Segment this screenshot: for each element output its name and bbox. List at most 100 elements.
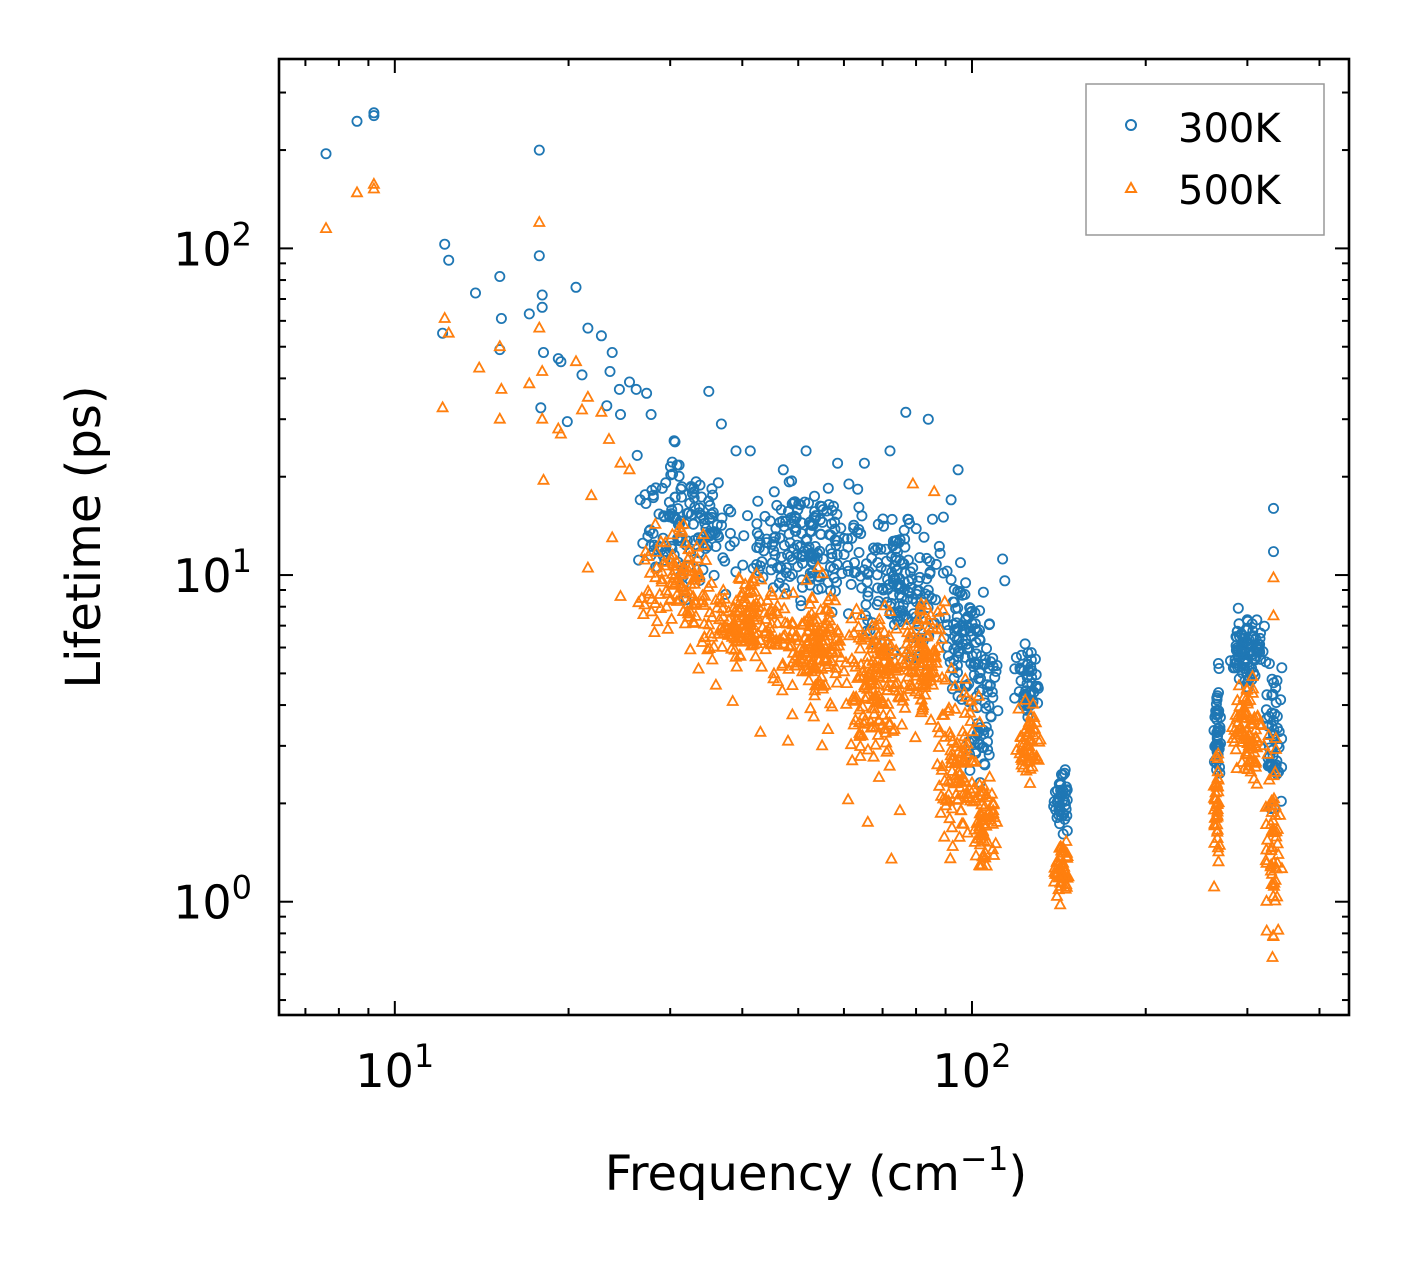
point-500K (897, 677, 911, 690)
point-500K (801, 634, 815, 646)
point-300K (613, 383, 625, 395)
point-300K (898, 524, 910, 536)
point-500K (1244, 716, 1258, 729)
point-300K (809, 490, 821, 502)
point-300K (872, 542, 884, 554)
point-500K (936, 603, 950, 616)
point-500K (764, 604, 779, 617)
point-500K (914, 636, 928, 648)
point-500K (436, 400, 450, 413)
point-500K (726, 694, 740, 706)
point-300K (891, 564, 903, 576)
point-300K (949, 630, 961, 642)
point-300K (783, 528, 795, 540)
point-300K (1268, 546, 1280, 558)
point-300K (904, 566, 916, 578)
point-300K (942, 650, 954, 662)
point-500K (759, 612, 773, 624)
point-500K (938, 594, 952, 607)
point-300K (667, 468, 679, 480)
point-500K (697, 629, 711, 642)
point-500K (966, 699, 980, 712)
point-300K (775, 504, 787, 516)
point-500K (903, 677, 917, 690)
point-300K (1059, 813, 1071, 825)
point-500K (973, 715, 987, 727)
point-300K (796, 528, 808, 540)
point-500K (965, 775, 979, 788)
point-300K (768, 486, 780, 498)
point-500K (988, 810, 1002, 823)
point-300K (1258, 620, 1270, 632)
point-500K (942, 701, 956, 713)
point-300K (889, 607, 901, 619)
point-500K (709, 677, 723, 690)
point-300K (858, 457, 870, 469)
point-500K (937, 829, 951, 842)
legend-label-500K: 500K (1178, 168, 1282, 214)
point-500K (749, 600, 763, 613)
point-300K (955, 557, 967, 569)
point-300K (1235, 646, 1247, 658)
point-500K (493, 411, 507, 424)
point-500K (945, 764, 959, 776)
point-500K (775, 683, 789, 696)
point-500K (914, 656, 928, 669)
point-300K (937, 511, 949, 523)
point-500K (855, 608, 869, 620)
point-300K (641, 387, 653, 399)
point-500K (701, 580, 716, 592)
point-300K (891, 579, 903, 591)
point-500K (1235, 735, 1249, 747)
x-axis-title-suffix: ) (1009, 1146, 1028, 1202)
point-500K (935, 631, 949, 644)
point-300K (974, 605, 986, 617)
point-500K (895, 717, 909, 730)
point-300K (1210, 698, 1222, 710)
y-tick-label: 102 (173, 215, 252, 276)
point-500K (654, 601, 668, 613)
point-300K (1231, 631, 1243, 643)
point-500K (765, 588, 779, 600)
point-500K (855, 632, 869, 645)
point-300K (924, 555, 936, 567)
point-500K (784, 638, 798, 650)
point-300K (535, 402, 547, 414)
point-500K (987, 848, 1001, 860)
y-tick-label-exponent: 2 (232, 215, 252, 253)
point-300K (637, 537, 649, 549)
point-500K (896, 657, 910, 670)
point-500K (849, 659, 863, 672)
point-300K (878, 520, 890, 532)
point-500K (829, 645, 844, 658)
point-500K (705, 629, 719, 642)
point-300K (974, 624, 986, 636)
point-500K (966, 794, 980, 807)
point-500K (785, 678, 799, 690)
point-300K (855, 528, 867, 540)
x-axis-title: Frequency (cm−1) (605, 1139, 1028, 1202)
point-300K (1276, 733, 1288, 745)
point-500K (638, 552, 652, 565)
point-300K (704, 530, 716, 542)
point-500K (853, 641, 867, 654)
point-500K (786, 585, 800, 598)
point-300K (795, 595, 807, 607)
point-300K (918, 531, 930, 543)
point-500K (795, 617, 809, 629)
point-300K (868, 542, 880, 554)
point-500K (494, 382, 508, 394)
point-300K (1212, 729, 1224, 741)
point-300K (823, 499, 835, 511)
point-500K (866, 637, 880, 650)
point-300K (1243, 634, 1255, 646)
point-300K (738, 530, 750, 542)
point-300K (986, 686, 998, 698)
point-500K (803, 597, 817, 609)
point-300K (838, 532, 850, 544)
point-500K (867, 659, 881, 672)
point-500K (1228, 727, 1242, 740)
point-300K (975, 672, 987, 684)
point-500K (535, 364, 549, 376)
point-500K (959, 741, 973, 754)
